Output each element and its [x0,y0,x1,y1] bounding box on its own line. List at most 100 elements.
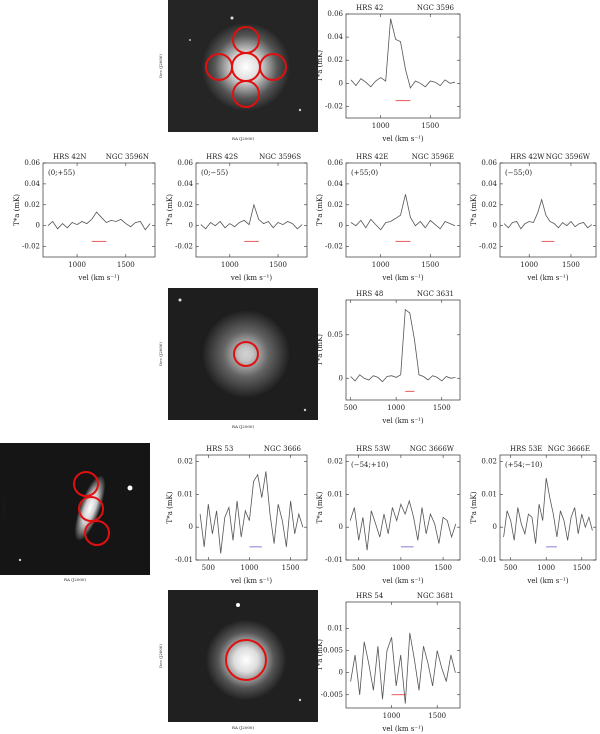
y-axis-label: T*a (mK) [470,194,478,226]
y-axis-label: T*a (mK) [316,639,324,671]
y-tick-label: -0.02 [325,102,343,110]
x-tick-label: 1000 [520,261,538,269]
panel-title: HRS 48 [356,290,383,298]
offset-annotation: (0;+55) [48,169,75,177]
y-tick-label: 0 [339,669,343,677]
image-xlabel: RA (J2000) [232,725,255,730]
y-tick-label: 0 [493,222,497,230]
y-tick-label: 0.06 [327,10,343,18]
y-axis-label: T*a (mK) [13,194,21,226]
galaxy-image: RA (J2000) Dec (J2000) [158,0,318,141]
x-axis-label: vel (km s⁻¹) [230,274,272,282]
plot-frame [195,162,308,258]
y-tick-label: 0.02 [327,458,343,466]
y-tick-label: 0.04 [24,180,40,188]
y-tick-label: -0.01 [479,556,497,564]
x-axis-label: vel (km s⁻¹) [381,135,423,143]
y-tick-label: -0.02 [479,243,497,251]
y-tick-label: 0.02 [177,201,193,209]
image-xlabel: RA (J2000) [64,577,87,582]
panel-title-right: NGC 3666 [264,445,302,453]
spectrum-line [350,194,456,231]
panel-title-right: NGC 3666W [410,445,455,453]
y-tick-label: -0.02 [325,243,343,251]
panel-title: HRS 54 [356,592,384,600]
y-tick-label: 0.05 [327,331,343,339]
plot-frame [499,454,597,561]
y-tick-label: 0 [36,222,40,230]
panel-title-right: NGC 3631 [417,290,454,298]
plot-frame [42,162,156,258]
x-tick-label: 1000 [392,564,410,572]
panel-title: HRS 42E [356,153,388,161]
y-tick-label: 0.02 [481,201,497,209]
x-tick-label: 1000 [372,261,390,269]
y-tick-label: 0.06 [177,159,193,167]
x-tick-label: 500 [352,564,365,572]
y-axis-label: T*a (mK) [316,194,324,226]
y-tick-label: 0.01 [327,625,343,633]
panel-title: HRS 53W [356,445,391,453]
x-tick-label: 1000 [387,404,405,412]
panel-title: HRS 42 [356,4,383,12]
panel-title-right: NGC 3681 [417,592,454,600]
panel-title: HRS 53E [510,445,542,453]
offset-annotation: (0;−55) [201,169,228,177]
x-tick-label: 1500 [573,564,591,572]
x-axis-label: vel (km s⁻¹) [381,725,423,733]
image-ylabel: Dec (J2000) [158,54,163,78]
x-tick-label: 1500 [433,404,451,412]
image-ylabel: Dec (J2000) [158,644,163,668]
x-tick-label: 1000 [241,564,259,572]
x-tick-label: 1000 [68,261,86,269]
x-axis-label: vel (km s⁻¹) [526,274,568,282]
spectrum-line [199,471,304,554]
y-axis-label: T*a (mK) [316,491,324,523]
y-axis-label: T*a (mK) [470,491,478,523]
plot-frame [345,299,461,401]
y-tick-label: 0.02 [24,201,40,209]
image-ylabel: Dec (J2000) [158,342,163,366]
y-tick-label: 0.01 [177,490,193,498]
panel-title: HRS 42W [510,153,545,161]
spectrum-line [350,18,456,89]
plot-frame [345,162,461,258]
y-tick-label: 0.04 [481,180,497,188]
spectrum-line [350,308,456,383]
panel-title: HRS 42S [206,153,238,161]
x-axis-label: vel (km s⁻¹) [77,274,119,282]
offset-annotation: (−54;+10) [351,461,389,469]
x-axis-label: vel (km s⁻¹) [381,577,423,585]
plot-frame [195,454,308,561]
offset-annotation: (−55;0) [505,169,532,177]
panel-title: HRS 53 [206,445,233,453]
panel-title-right: NGC 3596E [412,153,454,161]
y-tick-label: -0.01 [175,556,193,564]
spectrum-line [349,499,457,551]
spectrum-line [503,477,593,544]
plot-frame [345,13,461,119]
x-tick-label: 500 [344,404,357,412]
galaxy-image: RA (J2000) Dec (J2000) [0,443,150,582]
y-tick-label: 0 [339,222,343,230]
x-tick-label: 1000 [372,122,390,130]
y-axis-label: T*a (mK) [316,334,324,366]
y-tick-label: 0.02 [481,458,497,466]
spectrum-line [350,632,456,704]
y-tick-label: 0.04 [327,33,343,41]
x-tick-label: 500 [202,564,215,572]
plot-frame [345,454,461,561]
y-tick-label: 0.06 [24,159,40,167]
x-tick-label: 1500 [117,261,135,269]
spectrum-line [47,211,151,231]
x-tick-label: 1500 [562,261,580,269]
y-tick-label: -0.005 [321,691,343,699]
image-ylabel: Dec (J2000) [1,497,6,521]
x-tick-label: 1500 [428,712,446,720]
galaxy-image: RA (J2000) Dec (J2000) [158,288,318,429]
x-axis-label: vel (km s⁻¹) [526,577,568,585]
x-tick-label: 1500 [269,261,287,269]
y-tick-label: 0.06 [327,159,343,167]
y-tick-label: 0 [189,523,193,531]
image-xlabel: RA (J2000) [232,424,255,429]
